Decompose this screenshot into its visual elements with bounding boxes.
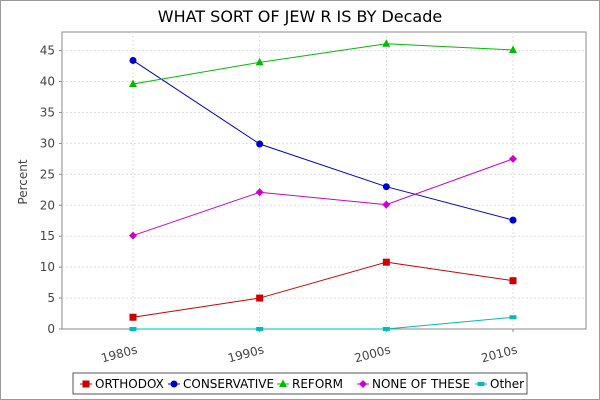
y-tick-label: 10 — [40, 260, 55, 274]
data-point-reform — [509, 45, 517, 53]
legend-marker-orthodox — [82, 380, 90, 388]
x-tick-label: 1980s — [100, 342, 139, 365]
data-point-other — [509, 315, 517, 320]
series-none-of-these — [129, 154, 517, 240]
data-point-conservative — [129, 56, 137, 64]
x-tick-label: 2010s — [480, 342, 519, 365]
legend-item-other: Other — [475, 377, 524, 391]
legend-item-orthodox: ORTHODOX — [80, 377, 164, 391]
series-line-conservative — [132, 60, 514, 221]
y-tick-label: 20 — [40, 198, 55, 212]
data-point-reform — [129, 79, 137, 87]
data-point-conservative — [509, 216, 517, 224]
y-tick-label: 25 — [40, 167, 55, 181]
legend-marker-conservative — [170, 380, 178, 388]
series-line-orthodox — [132, 261, 514, 318]
data-point-other — [382, 327, 390, 331]
data-point-none-of-these — [382, 200, 391, 209]
series-layer — [129, 39, 517, 331]
series-orthodox — [129, 258, 517, 321]
legend-label-none-of-these: NONE OF THESE — [372, 377, 470, 391]
grid-layer — [62, 32, 586, 329]
data-point-orthodox — [129, 313, 137, 321]
series-line-none-of-these — [132, 158, 514, 237]
legend-items: ORTHODOX CONSERVATIVE REFORM NONE OF THESE O… — [80, 377, 524, 391]
series-reform — [129, 39, 517, 87]
legend-item-reform: REFORM — [277, 377, 343, 391]
legend-label-conservative: CONSERVATIVE — [183, 377, 274, 391]
y-tick-label: 0 — [47, 322, 55, 336]
chart-title: WHAT SORT OF JEW R IS BY Decade — [158, 7, 442, 26]
legend-label-reform: REFORM — [292, 377, 343, 391]
data-point-none-of-these — [255, 188, 264, 197]
y-tick-label: 5 — [47, 291, 55, 305]
x-tick-label: 1990s — [226, 342, 265, 365]
data-point-other — [129, 327, 137, 331]
data-point-conservative — [382, 183, 390, 191]
data-point-reform — [382, 39, 391, 47]
data-point-none-of-these — [129, 231, 137, 240]
data-point-reform — [255, 57, 264, 66]
data-point-conservative — [256, 140, 264, 148]
legend-item-conservative: CONSERVATIVE — [168, 377, 274, 391]
data-point-orthodox — [256, 294, 264, 302]
series-line-reform — [132, 43, 514, 85]
y-tick-label: 40 — [40, 75, 55, 89]
legend-marker-none-of-these — [359, 380, 367, 388]
y-tick-label: 45 — [40, 44, 55, 58]
legend-label-other: Other — [490, 377, 524, 391]
x-tick-label: 2000s — [353, 342, 392, 365]
series-other — [129, 315, 517, 331]
legend-label-orthodox: ORTHODOX — [95, 377, 164, 391]
legend-marker-reform — [279, 379, 287, 387]
series-line-other — [133, 316, 514, 330]
data-point-orthodox — [382, 258, 390, 266]
series-conservative — [129, 56, 517, 224]
legend — [72, 372, 528, 395]
legend-marker-other — [477, 382, 485, 386]
y-tick-label: 30 — [40, 136, 55, 150]
y-axis-label: Percent — [16, 159, 30, 204]
data-point-other — [256, 327, 264, 331]
y-tick-label: 35 — [40, 105, 55, 119]
plot-area — [61, 31, 587, 330]
y-tick-label: 15 — [40, 229, 55, 243]
data-point-none-of-these — [509, 154, 517, 163]
legend-item-none-of-these: NONE OF THESE — [357, 377, 470, 391]
data-point-orthodox — [509, 277, 517, 285]
